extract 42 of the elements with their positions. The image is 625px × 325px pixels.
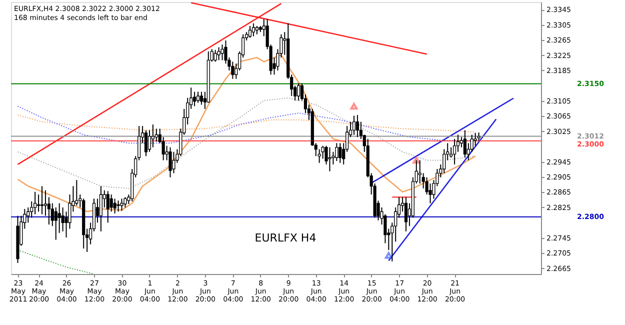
point: [384, 252, 392, 259]
point: [350, 102, 358, 110]
candlestick: [321, 145, 324, 160]
candlestick: [168, 146, 172, 178]
candlestick: [338, 142, 342, 164]
candlestick: [99, 186, 102, 232]
candlestick: [252, 22, 256, 37]
candlestick: [116, 200, 120, 212]
candlestick: [124, 196, 127, 208]
candlestick: [144, 130, 148, 157]
candlestick: [36, 194, 40, 212]
candlestick: [404, 196, 408, 232]
line-series: [17, 97, 476, 189]
candlestick: [44, 190, 48, 216]
candlestick: [452, 138, 456, 165]
candlestick: [34, 191, 37, 215]
candlestick: [214, 49, 217, 62]
candlestick: [352, 115, 356, 136]
point: [412, 156, 420, 164]
candlestick: [231, 61, 234, 80]
candlestick: [296, 82, 300, 102]
candlestick: [196, 91, 200, 104]
candlestick: [463, 130, 466, 158]
candlestick: [40, 186, 44, 215]
candlestick: [328, 146, 332, 172]
candlestick: [151, 124, 154, 148]
candlestick: [220, 44, 224, 61]
candlestick: [58, 202, 61, 234]
candlestick: [106, 190, 110, 224]
candlestick: [474, 132, 477, 146]
candlestick: [335, 142, 338, 162]
candlestick: [110, 194, 113, 212]
candlestick: [200, 91, 204, 106]
candlestick: [113, 198, 116, 214]
candlestick: [192, 91, 196, 107]
candlestick: [356, 114, 360, 138]
candlestick: [248, 25, 252, 38]
candlestick: [172, 151, 176, 174]
candlestick: [120, 198, 124, 212]
candlestick: [217, 46, 220, 61]
candlestick: [54, 206, 58, 240]
annotation: EURLFX H4: [254, 232, 316, 245]
